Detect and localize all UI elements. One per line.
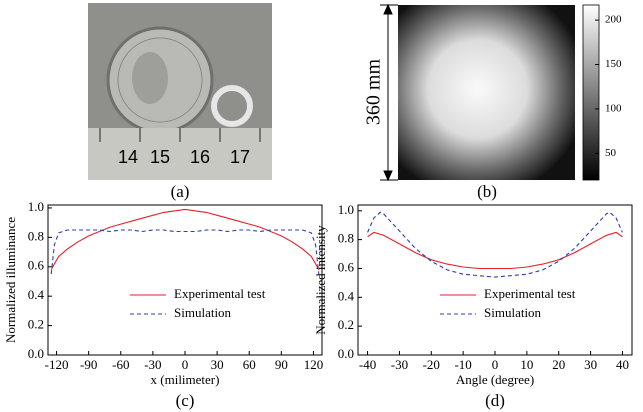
y-tick-label: 0.2 — [338, 317, 354, 332]
dimension-arrow — [380, 3, 398, 182]
caption: (a) — [171, 182, 190, 201]
x-tick-label: -120 — [45, 357, 69, 372]
x-tick-label: -60 — [112, 357, 129, 372]
y-tick-label: 0.6 — [338, 259, 355, 274]
ruler-label: 16 — [190, 147, 210, 167]
dimension-label: 360 mm — [363, 59, 385, 126]
intensity-image — [398, 5, 575, 180]
x-tick-label: -30 — [144, 357, 161, 372]
colorbar-tick-label: 100 — [605, 102, 622, 114]
series-line — [50, 229, 320, 275]
ruler-label: 14 — [118, 147, 138, 167]
x-tick-label: 20 — [552, 357, 565, 372]
x-tick-label: 120 — [304, 357, 324, 372]
y-tick-label: 0.8 — [28, 228, 44, 243]
legend-label: Experimental test — [174, 286, 266, 301]
x-tick-label: -40 — [359, 357, 376, 372]
x-tick-label: -20 — [423, 357, 440, 372]
colorbar-tick-label: 200 — [605, 14, 622, 26]
y-axis-label: Normalized intensity — [313, 225, 328, 335]
x-tick-label: -90 — [80, 357, 97, 372]
x-axis-label: x (milimeter) — [151, 372, 220, 387]
x-tick-label: 90 — [275, 357, 288, 372]
series-line — [367, 231, 623, 270]
x-tick-label: 40 — [616, 357, 629, 372]
series-line — [50, 208, 320, 270]
y-tick-label: 0.0 — [28, 346, 44, 361]
x-tick-label: 0 — [182, 357, 189, 372]
photo: 14 15 16 17 — [88, 3, 272, 180]
x-tick-label: 30 — [211, 357, 224, 372]
y-tick-label: 1.0 — [28, 199, 44, 214]
legend-label: Simulation — [174, 305, 232, 320]
series-line — [367, 211, 623, 278]
colorbar — [582, 4, 600, 181]
caption: (b) — [477, 182, 497, 201]
colorbar-tick-label: 50 — [605, 147, 617, 159]
y-tick-label: 0.8 — [338, 231, 354, 246]
x-tick-label: 30 — [584, 357, 597, 372]
y-tick-label: 1.0 — [338, 202, 354, 217]
colorbar-tick-label: 150 — [605, 58, 622, 70]
ruler-label: 15 — [150, 147, 170, 167]
y-tick-label: 0.6 — [28, 258, 45, 273]
caption: (c) — [176, 391, 195, 410]
ruler-label: 17 — [230, 147, 250, 167]
y-tick-label: 0.0 — [338, 346, 354, 361]
plot-frame — [357, 204, 633, 356]
x-tick-label: 10 — [520, 357, 533, 372]
legend-label: Experimental test — [484, 286, 576, 301]
y-tick-label: 0.4 — [338, 288, 355, 303]
x-tick-label: 0 — [492, 357, 499, 372]
plot-frame — [47, 204, 323, 356]
caption: (d) — [485, 391, 505, 410]
x-tick-label: -30 — [391, 357, 408, 372]
y-tick-label: 0.4 — [28, 287, 45, 302]
x-tick-label: 60 — [243, 357, 256, 372]
y-axis-label: Normalized illuminance — [3, 217, 18, 343]
x-axis-label: Angle (degree) — [456, 372, 534, 387]
y-tick-label: 0.2 — [28, 317, 44, 332]
x-tick-label: -10 — [454, 357, 471, 372]
legend-label: Simulation — [484, 305, 542, 320]
